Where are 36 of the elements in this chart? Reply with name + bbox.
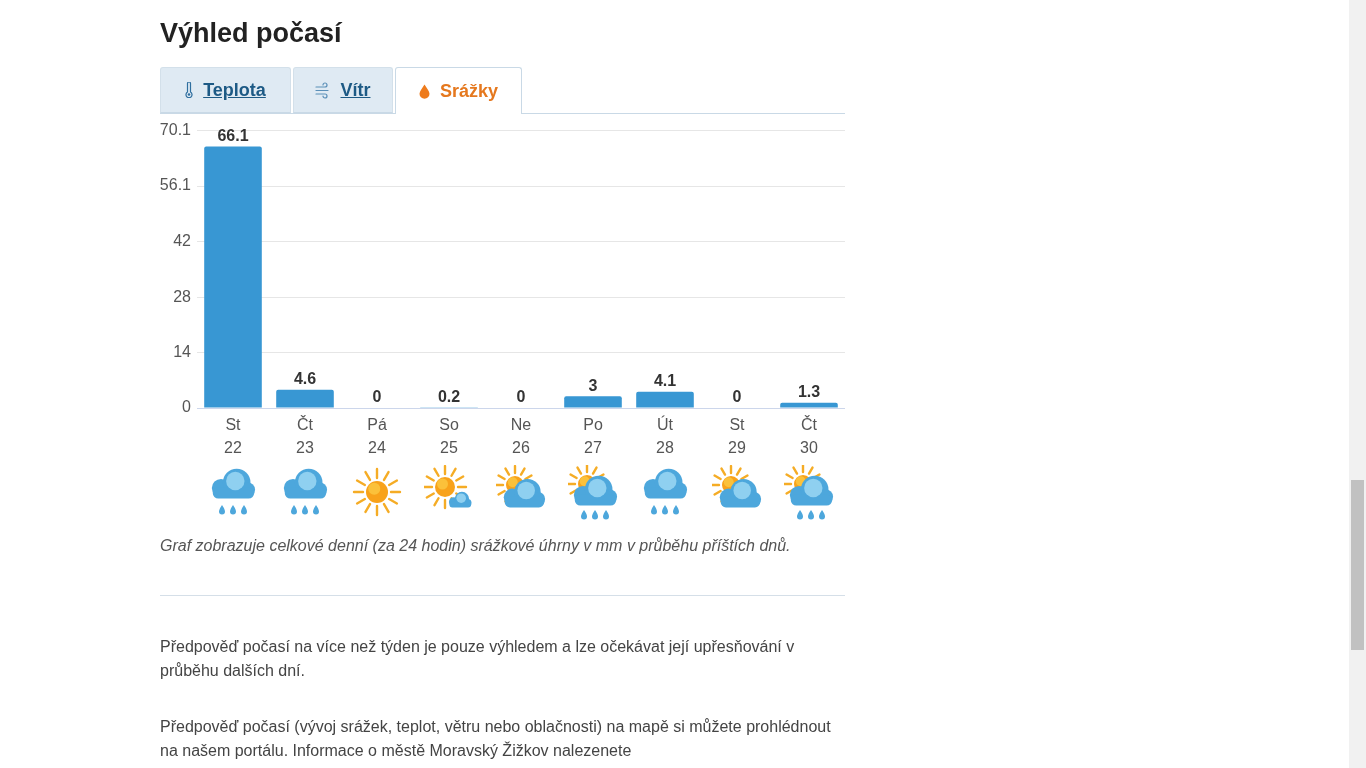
data-label: 4.1 <box>653 372 677 390</box>
x-tick-label: St 29 <box>728 416 746 457</box>
data-label: 3 <box>588 376 598 394</box>
tab: Teplota <box>160 67 291 113</box>
data-label: 1.3 <box>797 383 821 401</box>
data-label: 0.2 <box>437 387 461 405</box>
data-label: 4.6 <box>293 370 317 388</box>
text: Graf zobrazuje celkové denní (za 24 hodin) srážkové úhrny v mm v průběhu příštích dnů. <box>160 536 792 556</box>
text: Předpověď počasí (vývoj srážek, teplot, větru nebo oblačnosti) na mapě si můžete prohlédnout na našem portálu. Informace o městě Moravský Žižkov nalezenete <box>160 717 832 761</box>
y-tick-label: 42 <box>173 232 192 250</box>
x-tick-label: So 25 <box>439 416 459 457</box>
x-tick-label: Čt 23 <box>296 415 314 457</box>
tab: Srážky <box>395 67 522 114</box>
bar <box>564 396 622 408</box>
bar <box>204 146 262 408</box>
bar <box>780 402 838 408</box>
x-tick-label: Čt 30 <box>800 415 818 457</box>
y-tick-label: 0 <box>182 398 192 416</box>
y-tick-label: 14 <box>173 343 192 361</box>
x-tick-label: Ne 26 <box>510 416 532 457</box>
x-tick-label: Pá 24 <box>367 416 387 457</box>
y-tick-label: 28 <box>173 287 192 305</box>
bar <box>276 389 334 408</box>
x-tick-label: St 22 <box>224 416 242 457</box>
x-tick-label: Út 28 <box>656 415 674 457</box>
text: Předpověď počasí na více než týden je pouze výhledem a lze očekávat její upřesňování v průběhu dalších dní. <box>160 637 796 681</box>
chart-title: Výhled počasí <box>160 17 342 50</box>
bar <box>636 391 694 408</box>
y-tick-label: 56.1 <box>159 176 192 194</box>
data-label: 66.1 <box>217 126 249 144</box>
data-label: 0 <box>372 388 382 406</box>
x-tick-label: Po 27 <box>583 416 603 457</box>
data-label: 0 <box>516 388 526 406</box>
tab: Vítr <box>293 67 393 113</box>
y-tick-label: 70.1 <box>159 121 192 139</box>
data-label: 0 <box>732 388 742 406</box>
